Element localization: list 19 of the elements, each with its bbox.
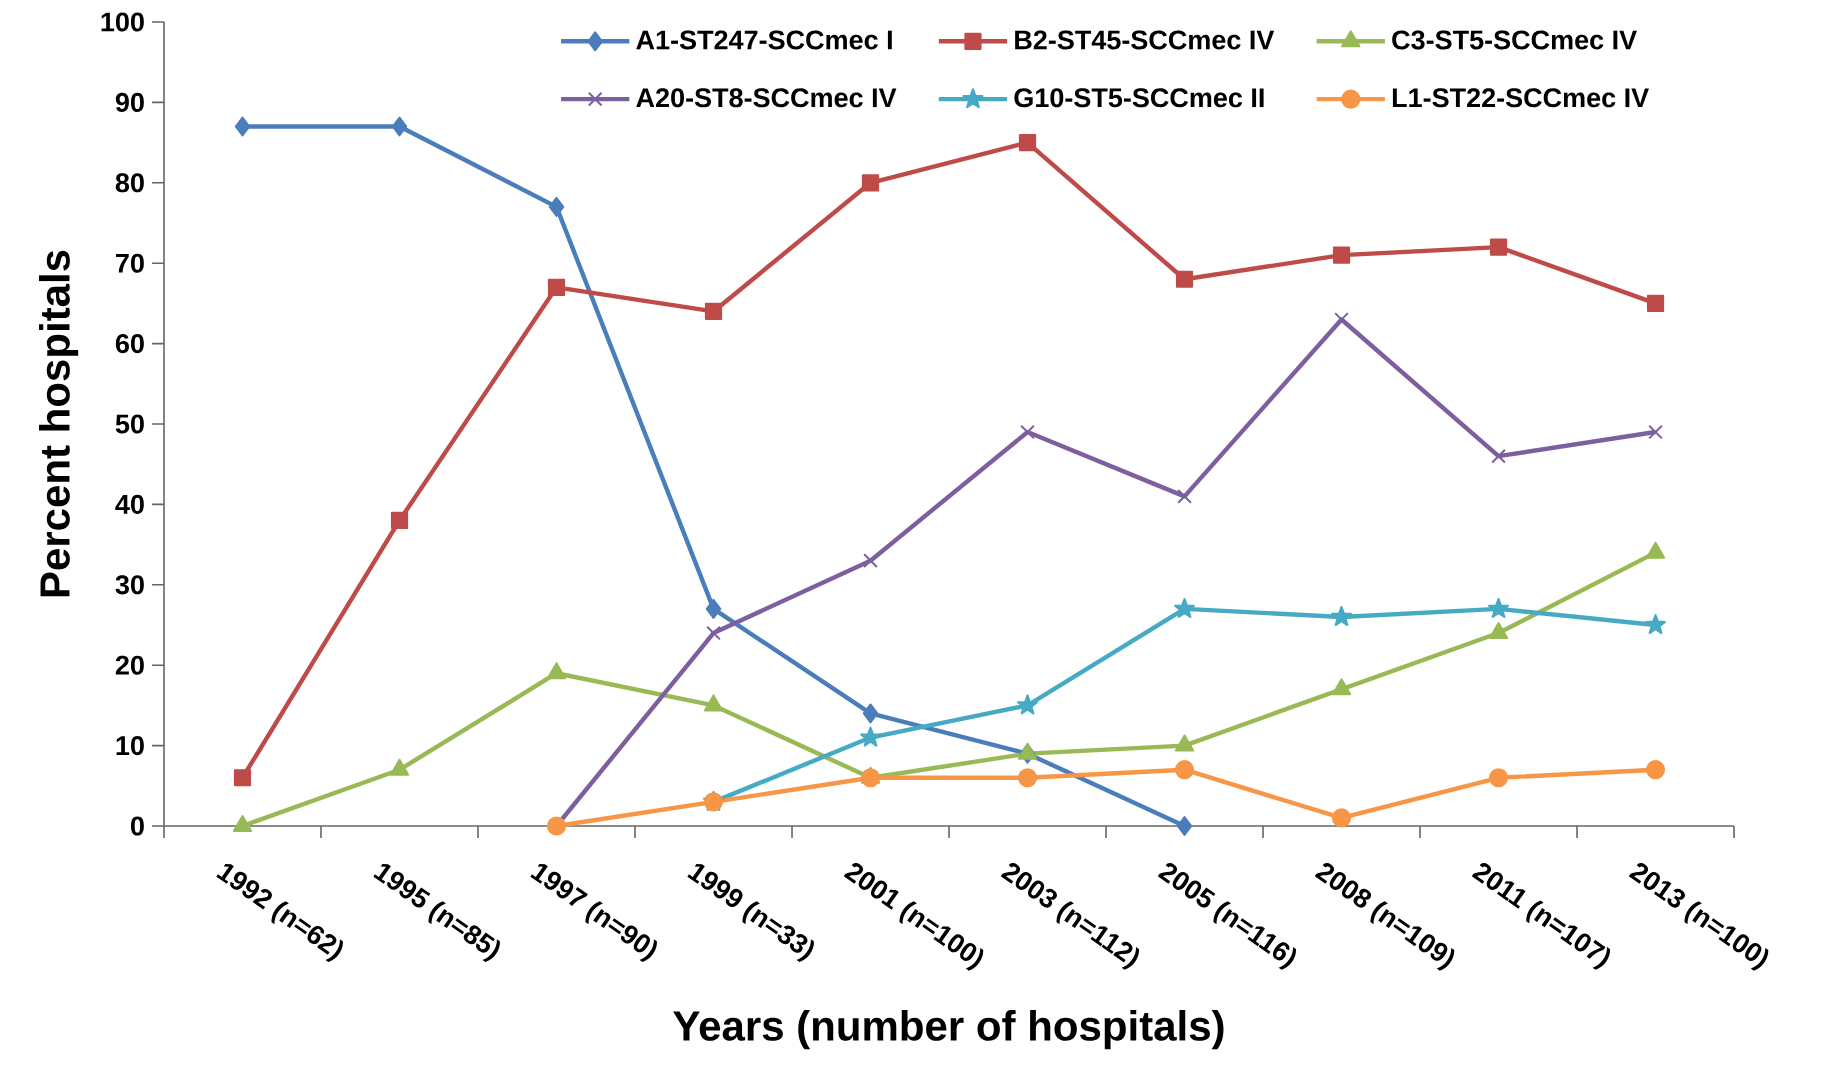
y-tick-label: 50 — [115, 414, 144, 434]
y-tick-label: 80 — [115, 173, 144, 193]
y-axis-title: Percent hospitals — [39, 250, 79, 597]
y-tick-label: 10 — [116, 736, 144, 756]
y-tick-label: 70 — [116, 253, 144, 273]
x-axis-title: Years (number of hospitals) — [673, 1010, 1224, 1050]
y-tick-label: 40 — [115, 494, 144, 514]
y-tick-label: 60 — [115, 334, 144, 354]
y-tick-label: 90 — [115, 92, 144, 112]
y-tick-label: 0 — [130, 816, 144, 836]
legend-label: L1-ST22-SCCmec IV — [1392, 88, 1649, 108]
y-tick-label: 30 — [115, 575, 144, 595]
legend-label: A20-ST8-SCCmec IV — [636, 88, 897, 108]
legend-label: A1-ST247-SCCmec I — [636, 30, 892, 50]
legend-label: C3-ST5-SCCmec IV — [1392, 30, 1637, 50]
y-tick-label: 20 — [115, 655, 144, 675]
legend-label: G10-ST5-SCCmec II — [1014, 88, 1264, 108]
legend-label: B2-ST45-SCCmec IV — [1015, 30, 1275, 50]
y-tick-label: 100 — [101, 12, 144, 32]
